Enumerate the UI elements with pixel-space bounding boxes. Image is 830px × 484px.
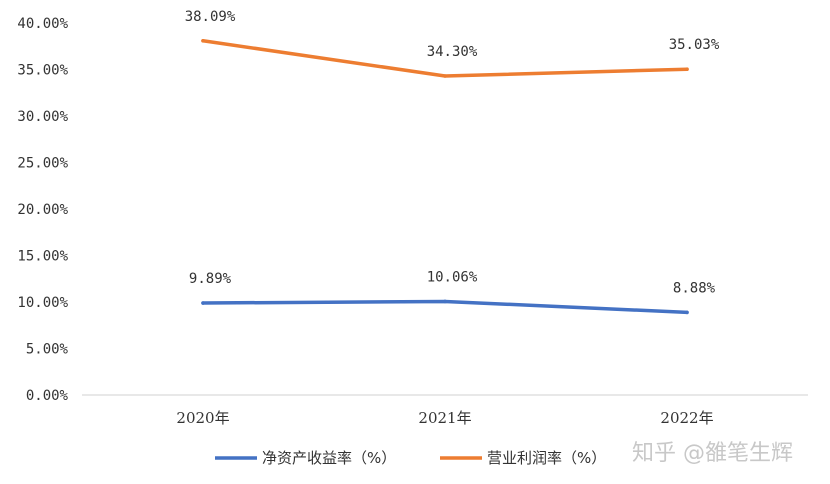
y-axis-ticks: 0.00% 5.00% 10.00% 15.00% 20.00% 25.00% 30.00%…	[17, 16, 68, 404]
data-label: 35.03%	[669, 37, 720, 53]
x-axis-labels: 2020年 2021年 2022年	[176, 409, 713, 427]
data-point	[443, 74, 447, 78]
data-point	[201, 38, 205, 43]
data-label: 38.09%	[185, 9, 236, 25]
data-label: 9.89%	[189, 271, 232, 287]
y-tick-label: 25.00%	[17, 156, 68, 172]
data-point	[685, 310, 689, 315]
data-point	[685, 67, 689, 72]
data-label: 34.30%	[427, 44, 478, 60]
x-tick-label: 2020年	[176, 409, 229, 427]
y-tick-label: 5.00%	[26, 342, 69, 358]
y-tick-label: 20.00%	[17, 202, 68, 218]
y-tick-label: 0.00%	[26, 388, 69, 404]
data-labels: 9.89% 10.06% 8.88% 38.09% 34.30% 35.03%	[185, 9, 720, 297]
series-lines	[201, 38, 689, 315]
watermark: 知乎 @雒笔生辉	[632, 441, 793, 466]
legend-label-roe: 净资产收益率（%）	[262, 449, 396, 467]
data-label: 8.88%	[673, 280, 716, 296]
data-point	[443, 299, 447, 304]
x-tick-label: 2021年	[418, 409, 471, 427]
legend-label-operating-margin: 营业利润率（%）	[487, 449, 606, 467]
y-tick-label: 35.00%	[17, 63, 68, 79]
y-tick-label: 40.00%	[17, 16, 68, 32]
y-tick-label: 15.00%	[17, 249, 68, 265]
y-tick-label: 30.00%	[17, 109, 68, 125]
data-point	[201, 301, 205, 305]
y-tick-label: 10.00%	[17, 295, 68, 311]
data-label: 10.06%	[427, 269, 478, 285]
x-tick-label: 2022年	[660, 409, 713, 427]
legend: 净资产收益率（%） 营业利润率（%）	[215, 449, 606, 467]
